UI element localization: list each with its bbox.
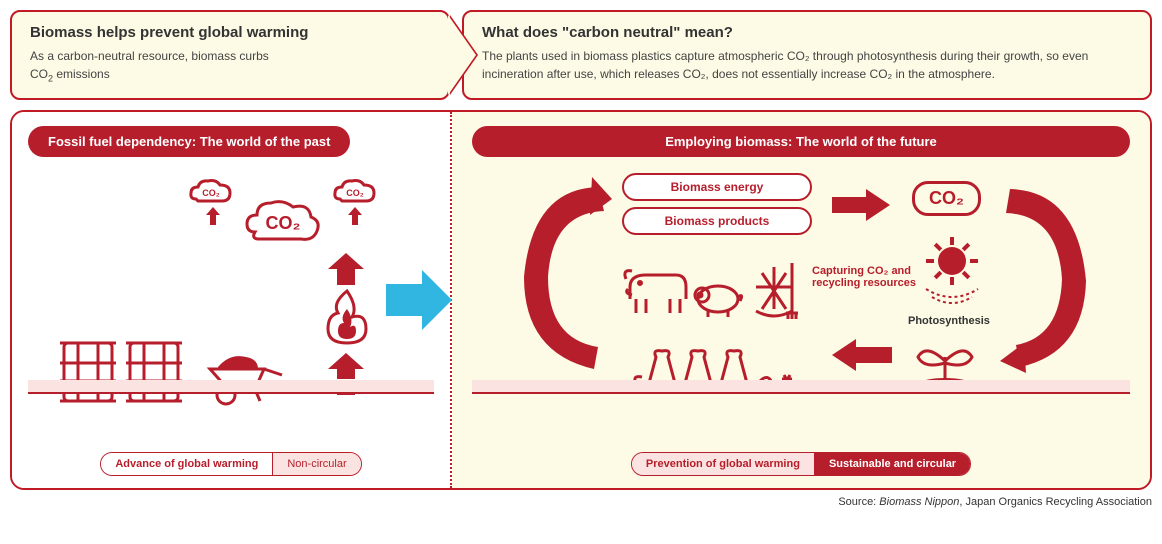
seg-advance: Advance of global warming xyxy=(101,453,272,475)
livestock-hay-icon xyxy=(622,257,812,337)
svg-text:CO₂: CO₂ xyxy=(266,213,301,233)
seg-noncircular: Non-circular xyxy=(272,453,360,475)
arrow-right-icon xyxy=(832,187,892,223)
scene-past: CO₂ CO₂ CO₂ xyxy=(28,157,434,442)
svg-text:CO₂: CO₂ xyxy=(346,188,364,198)
co2-badge: CO₂ xyxy=(912,181,981,216)
intro-card-biomass: Biomass helps prevent global warming As … xyxy=(10,10,450,100)
segment-past: Advance of global warming Non-circular xyxy=(28,442,434,476)
pill-biomass-products: Biomass products xyxy=(622,207,812,235)
arrow-up-icon xyxy=(206,207,220,225)
sun-icon xyxy=(912,235,992,305)
scene-future: Biomass energy Biomass products CO₂ Phot… xyxy=(472,157,1130,442)
waste-bags-icon xyxy=(632,343,812,403)
barrel-icon xyxy=(58,337,118,407)
seg-prevention: Prevention of global warming xyxy=(632,453,814,475)
panel-title-past: Fossil fuel dependency: The world of the… xyxy=(28,126,350,157)
intro-title: What does "carbon neutral" mean? xyxy=(482,24,1132,41)
panel-title-future: Employing biomass: The world of the futu… xyxy=(472,126,1130,157)
intro-title: Biomass helps prevent global warming xyxy=(30,24,430,41)
arrow-left-icon xyxy=(828,337,892,373)
arrow-up-icon xyxy=(348,207,362,225)
co2-cloud-icon: CO₂ xyxy=(243,197,323,252)
cycle-arrow-left-icon xyxy=(512,177,612,377)
segment-future: Prevention of global warming Sustainable… xyxy=(472,442,1130,476)
ground-strip xyxy=(28,380,434,394)
barrel-icon xyxy=(124,337,184,407)
arrow-up-large-icon xyxy=(328,253,364,285)
ground-strip xyxy=(472,380,1130,394)
biomass-pills: Biomass energy Biomass products xyxy=(622,173,812,235)
capture-label: Capturing CO₂ and recycling resources xyxy=(812,265,916,289)
intro-card-carbon-neutral: What does "carbon neutral" mean? The pla… xyxy=(462,10,1152,100)
panel-future: Employing biomass: The world of the futu… xyxy=(452,112,1150,488)
source-line: Source: Biomass Nippon, Japan Organics R… xyxy=(10,496,1152,508)
fire-icon xyxy=(322,287,372,347)
wheelbarrow-icon xyxy=(198,347,288,407)
seg-sustainable: Sustainable and circular xyxy=(814,453,970,475)
photosynthesis-label: Photosynthesis xyxy=(908,315,990,327)
pill-biomass-energy: Biomass energy xyxy=(622,173,812,201)
intro-body: The plants used in biomass plastics capt… xyxy=(482,47,1132,83)
intro-row: Biomass helps prevent global warming As … xyxy=(10,10,1152,100)
svg-text:CO₂: CO₂ xyxy=(202,188,220,198)
intro-body: As a carbon-neutral resource, biomass cu… xyxy=(30,47,430,86)
main-diagram: Fossil fuel dependency: The world of the… xyxy=(10,110,1152,490)
cycle-arrow-right-icon xyxy=(996,177,1096,377)
